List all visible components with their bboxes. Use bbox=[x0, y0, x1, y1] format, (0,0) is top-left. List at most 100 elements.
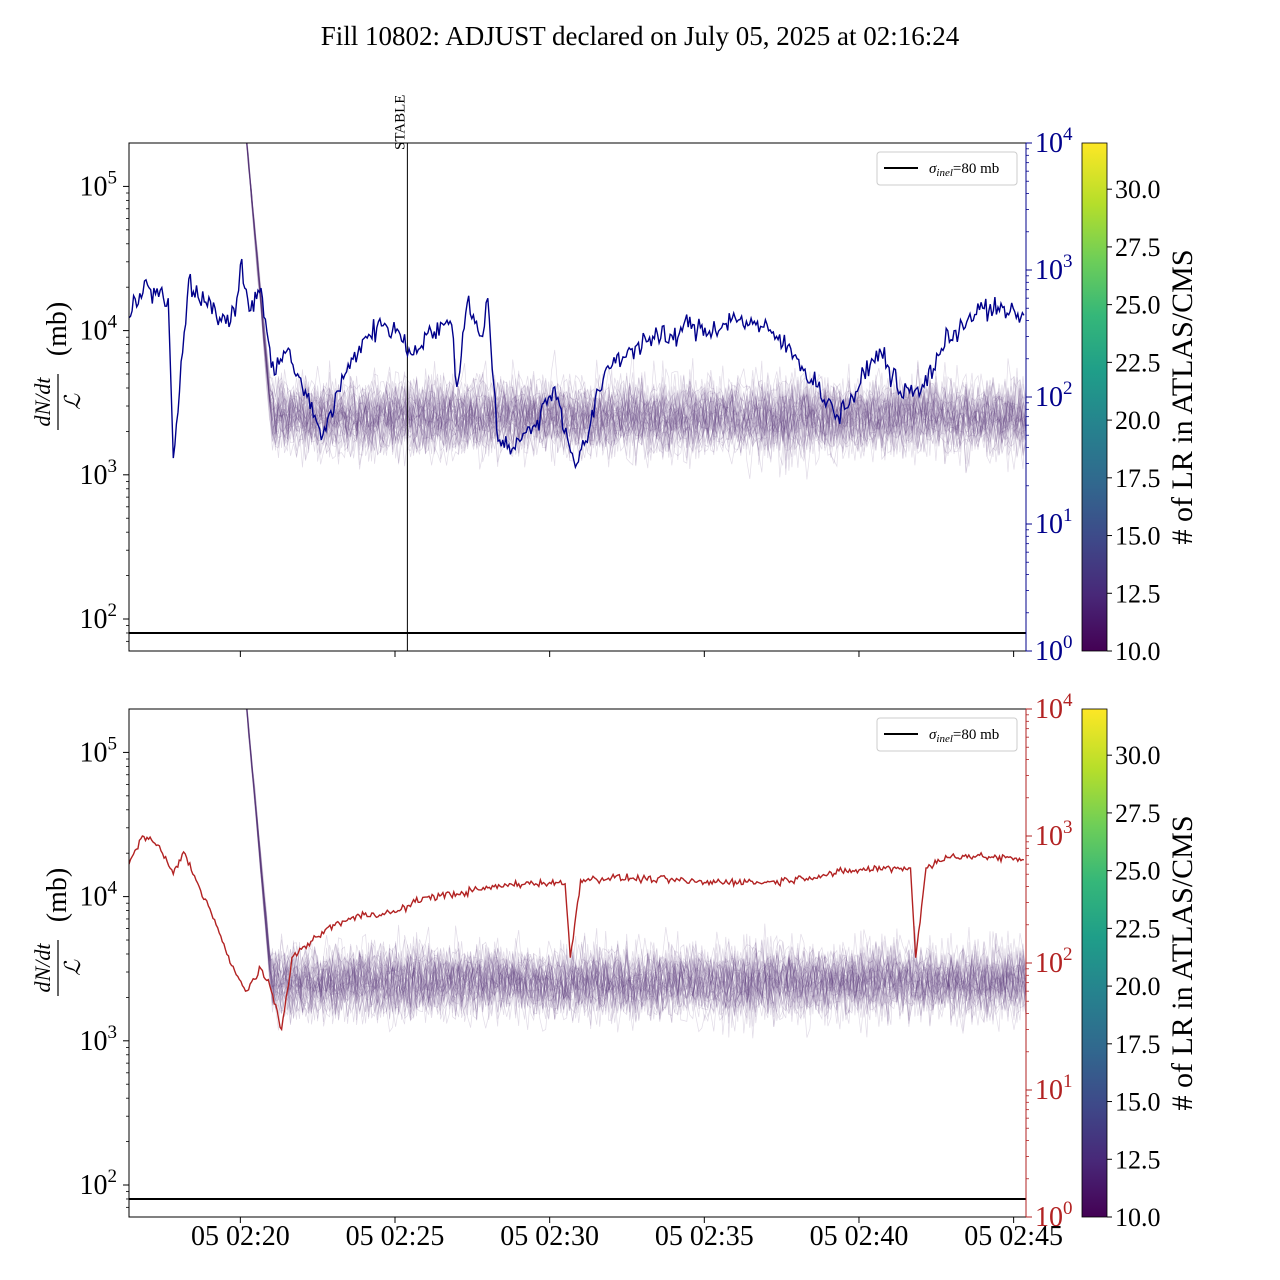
bundle-line bbox=[246, 143, 1026, 461]
left-tick-label: 104 bbox=[80, 312, 118, 347]
bundle-line bbox=[246, 709, 1026, 1023]
bundle-line bbox=[246, 143, 1026, 456]
right-tick-label: 103 bbox=[1035, 817, 1073, 852]
bundle-line bbox=[246, 709, 1026, 1014]
bundle-line bbox=[246, 143, 1026, 465]
colorbar-tick-label: 17.5 bbox=[1115, 464, 1161, 493]
top-colorbar-label: # of LR in ATLAS/CMS bbox=[1166, 249, 1199, 544]
bundle-line bbox=[246, 143, 1026, 452]
right-tick-label: 100 bbox=[1035, 632, 1073, 667]
bottom-colorbar-ticks: 10.0 12.5 15.0 17.5 20.0 22.5 25.0 27.5 30.0 bbox=[1107, 741, 1161, 1232]
colorbar-tick-label: 27.5 bbox=[1115, 799, 1161, 828]
right-tick-label: 102 bbox=[1035, 944, 1073, 979]
bundle-line bbox=[246, 143, 1026, 455]
bundle-line bbox=[246, 709, 1026, 1012]
bundle-line bbox=[246, 143, 1026, 457]
bundle-line bbox=[246, 143, 1026, 448]
figure-title: Fill 10802: ADJUST declared on July 05, … bbox=[321, 21, 960, 51]
bundle-line bbox=[245, 143, 1026, 468]
bundle-line bbox=[246, 709, 1026, 1027]
x-tick-label: 05 02:30 bbox=[500, 1221, 599, 1252]
left-tick-label: 102 bbox=[80, 1166, 118, 1201]
top-x-ticks bbox=[239, 651, 1015, 657]
left-tick-label: 105 bbox=[80, 167, 118, 202]
x-tick-label: 05 02:40 bbox=[810, 1221, 909, 1252]
bundle-line bbox=[246, 143, 1026, 459]
bundle-line bbox=[246, 143, 1026, 458]
bundle-line bbox=[246, 143, 1026, 449]
top-y-label-den: ℒ bbox=[60, 393, 85, 410]
bottom-right-ticks: 100 101 102 103 104 bbox=[1026, 690, 1073, 1233]
bundle-line bbox=[246, 709, 1026, 1010]
bottom-colorbar bbox=[1081, 708, 1108, 1218]
right-tick-label: 104 bbox=[1035, 124, 1073, 159]
x-tick-label: 05 02:20 bbox=[191, 1221, 290, 1252]
bundle-line bbox=[246, 143, 1026, 469]
bundle-line bbox=[246, 709, 1026, 1005]
bundle-line bbox=[246, 709, 1026, 1032]
top-y-label-unit: (mb) bbox=[42, 302, 73, 356]
colorbar-tick-label: 20.0 bbox=[1115, 972, 1161, 1001]
bottom-legend-box bbox=[876, 717, 1018, 752]
bottom-x-ticks: 05 02:20 05 02:25 05 02:30 05 02:35 05 02:40… bbox=[191, 1217, 1063, 1252]
bundle-line bbox=[246, 709, 1026, 1038]
left-tick-label: 105 bbox=[80, 733, 118, 768]
colorbar-tick-label: 10.0 bbox=[1115, 637, 1161, 666]
bundle-line bbox=[246, 143, 1026, 466]
bundle-line bbox=[246, 143, 1026, 461]
colorbar-tick-label: 22.5 bbox=[1115, 914, 1161, 943]
bundle-line bbox=[246, 709, 1026, 1016]
bundle-line bbox=[246, 143, 1026, 467]
bundle-line bbox=[246, 143, 1026, 431]
bundle-line bbox=[246, 143, 1026, 447]
bottom-y-label: dN/dt ℒ (mb) bbox=[30, 868, 85, 996]
bundle-line bbox=[246, 709, 1026, 1016]
bundle-line bbox=[246, 143, 1026, 478]
left-tick-label: 103 bbox=[80, 456, 118, 491]
bottom-y-label-den: ℒ bbox=[60, 959, 85, 976]
bundle-line bbox=[246, 709, 1026, 1035]
bundle-line bbox=[246, 143, 1026, 448]
right-tick-label: 103 bbox=[1035, 251, 1073, 286]
colorbar-tick-label: 10.0 bbox=[1115, 1203, 1161, 1232]
colorbar-tick-label: 27.5 bbox=[1115, 233, 1161, 262]
top-bundle-lines bbox=[245, 143, 1026, 480]
bundle-line bbox=[245, 709, 1026, 1027]
bundle-line bbox=[246, 709, 1026, 1021]
left-tick-label: 102 bbox=[80, 600, 118, 635]
bundle-line bbox=[246, 709, 1026, 1014]
colorbar-tick-label: 15.0 bbox=[1115, 522, 1161, 551]
bundle-line bbox=[246, 709, 1026, 1028]
bundle-line bbox=[246, 143, 1026, 463]
bundle-line bbox=[246, 143, 1026, 452]
bundle-line bbox=[246, 709, 1026, 1022]
bundle-line bbox=[246, 709, 1026, 1021]
bundle-line bbox=[246, 709, 1026, 1013]
bundle-line bbox=[246, 709, 1026, 1039]
bottom-bundle-lines bbox=[245, 709, 1026, 1039]
bottom-series-line bbox=[129, 835, 1024, 1032]
right-tick-label: 100 bbox=[1035, 1198, 1073, 1233]
top-colorbar-ticks: 10.0 12.5 15.0 17.5 20.0 22.5 25.0 27.5 30.0 bbox=[1107, 175, 1161, 666]
top-y-label-num: dN/dt bbox=[30, 377, 55, 427]
bundle-line bbox=[246, 143, 1026, 455]
top-series-line bbox=[129, 258, 1025, 470]
bundle-line bbox=[246, 709, 1026, 1012]
bundle-line bbox=[246, 709, 1026, 1013]
top-legend-box bbox=[876, 151, 1018, 186]
x-tick-label: 05 02:35 bbox=[655, 1221, 754, 1252]
bundle-line bbox=[246, 709, 1026, 1026]
right-tick-label: 101 bbox=[1035, 505, 1073, 540]
colorbar-tick-label: 20.0 bbox=[1115, 406, 1161, 435]
colorbar-tick-label: 25.0 bbox=[1115, 857, 1161, 886]
bundle-line bbox=[246, 709, 1026, 1023]
bottom-y-label-num: dN/dt bbox=[30, 943, 55, 993]
bundle-line bbox=[246, 709, 1026, 1030]
x-tick-label: 05 02:45 bbox=[964, 1221, 1063, 1252]
series-line bbox=[129, 258, 1025, 470]
bundle-line bbox=[246, 143, 1026, 461]
bundle-line bbox=[246, 143, 1026, 434]
bundle-line bbox=[246, 709, 1026, 1031]
colorbar-tick-label: 30.0 bbox=[1115, 175, 1161, 204]
